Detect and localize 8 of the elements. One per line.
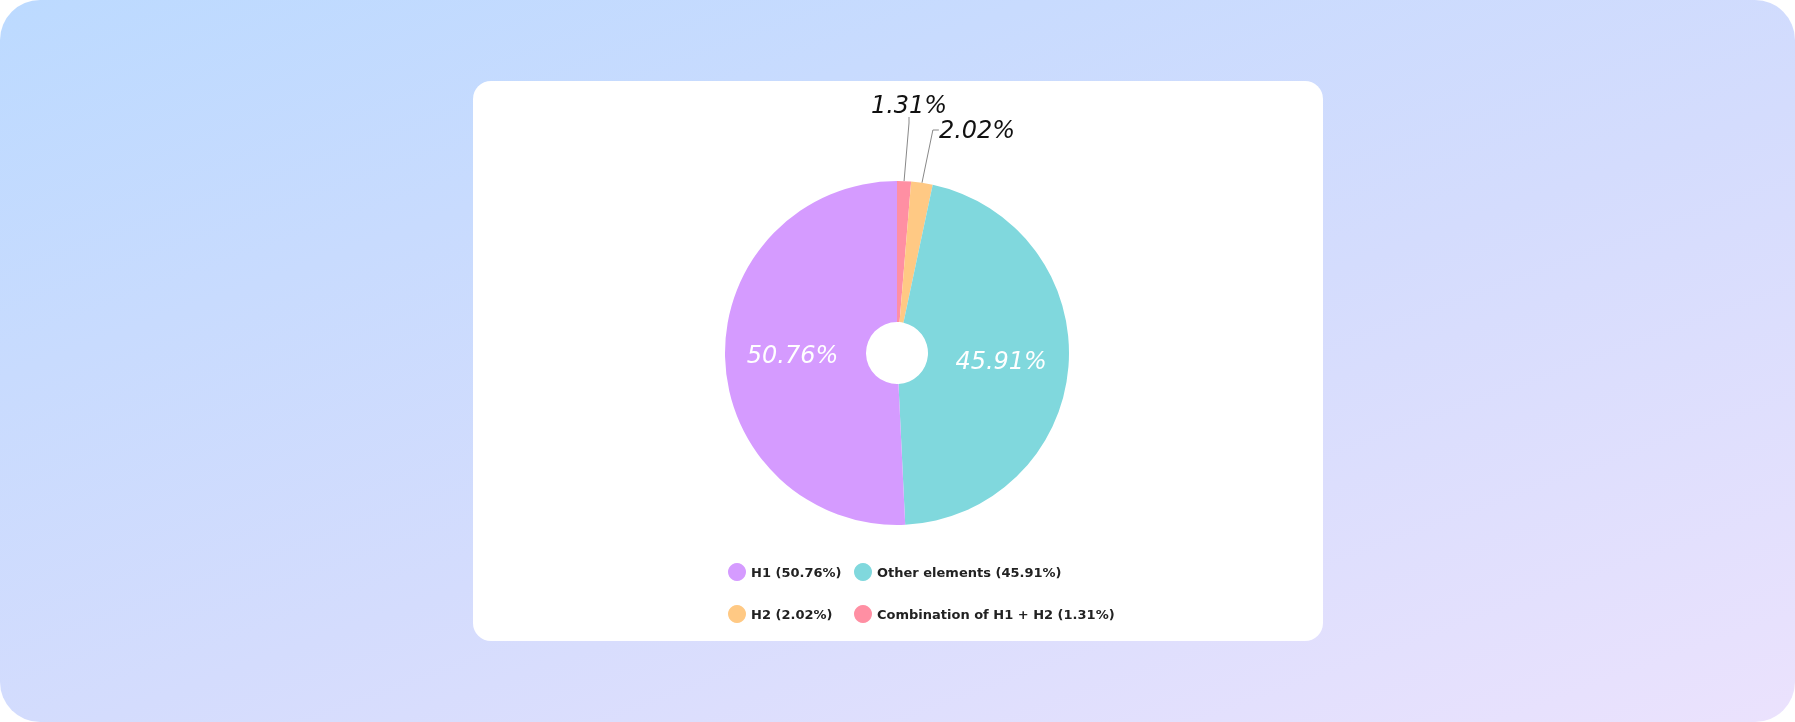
data-label: 50.76% (746, 341, 839, 370)
legend-label: H1 (50.76%) (751, 564, 842, 580)
data-label: 2.02% (938, 116, 1016, 144)
data-label: 45.91% (955, 347, 1047, 376)
legend-label: Other elements (45.91%) (877, 564, 1062, 580)
legend-label: H2 (2.02%) (751, 606, 833, 622)
legend-label: Combination of H1 + H2 (1.31%) (877, 606, 1115, 622)
data-label: 1.31% (870, 91, 948, 119)
